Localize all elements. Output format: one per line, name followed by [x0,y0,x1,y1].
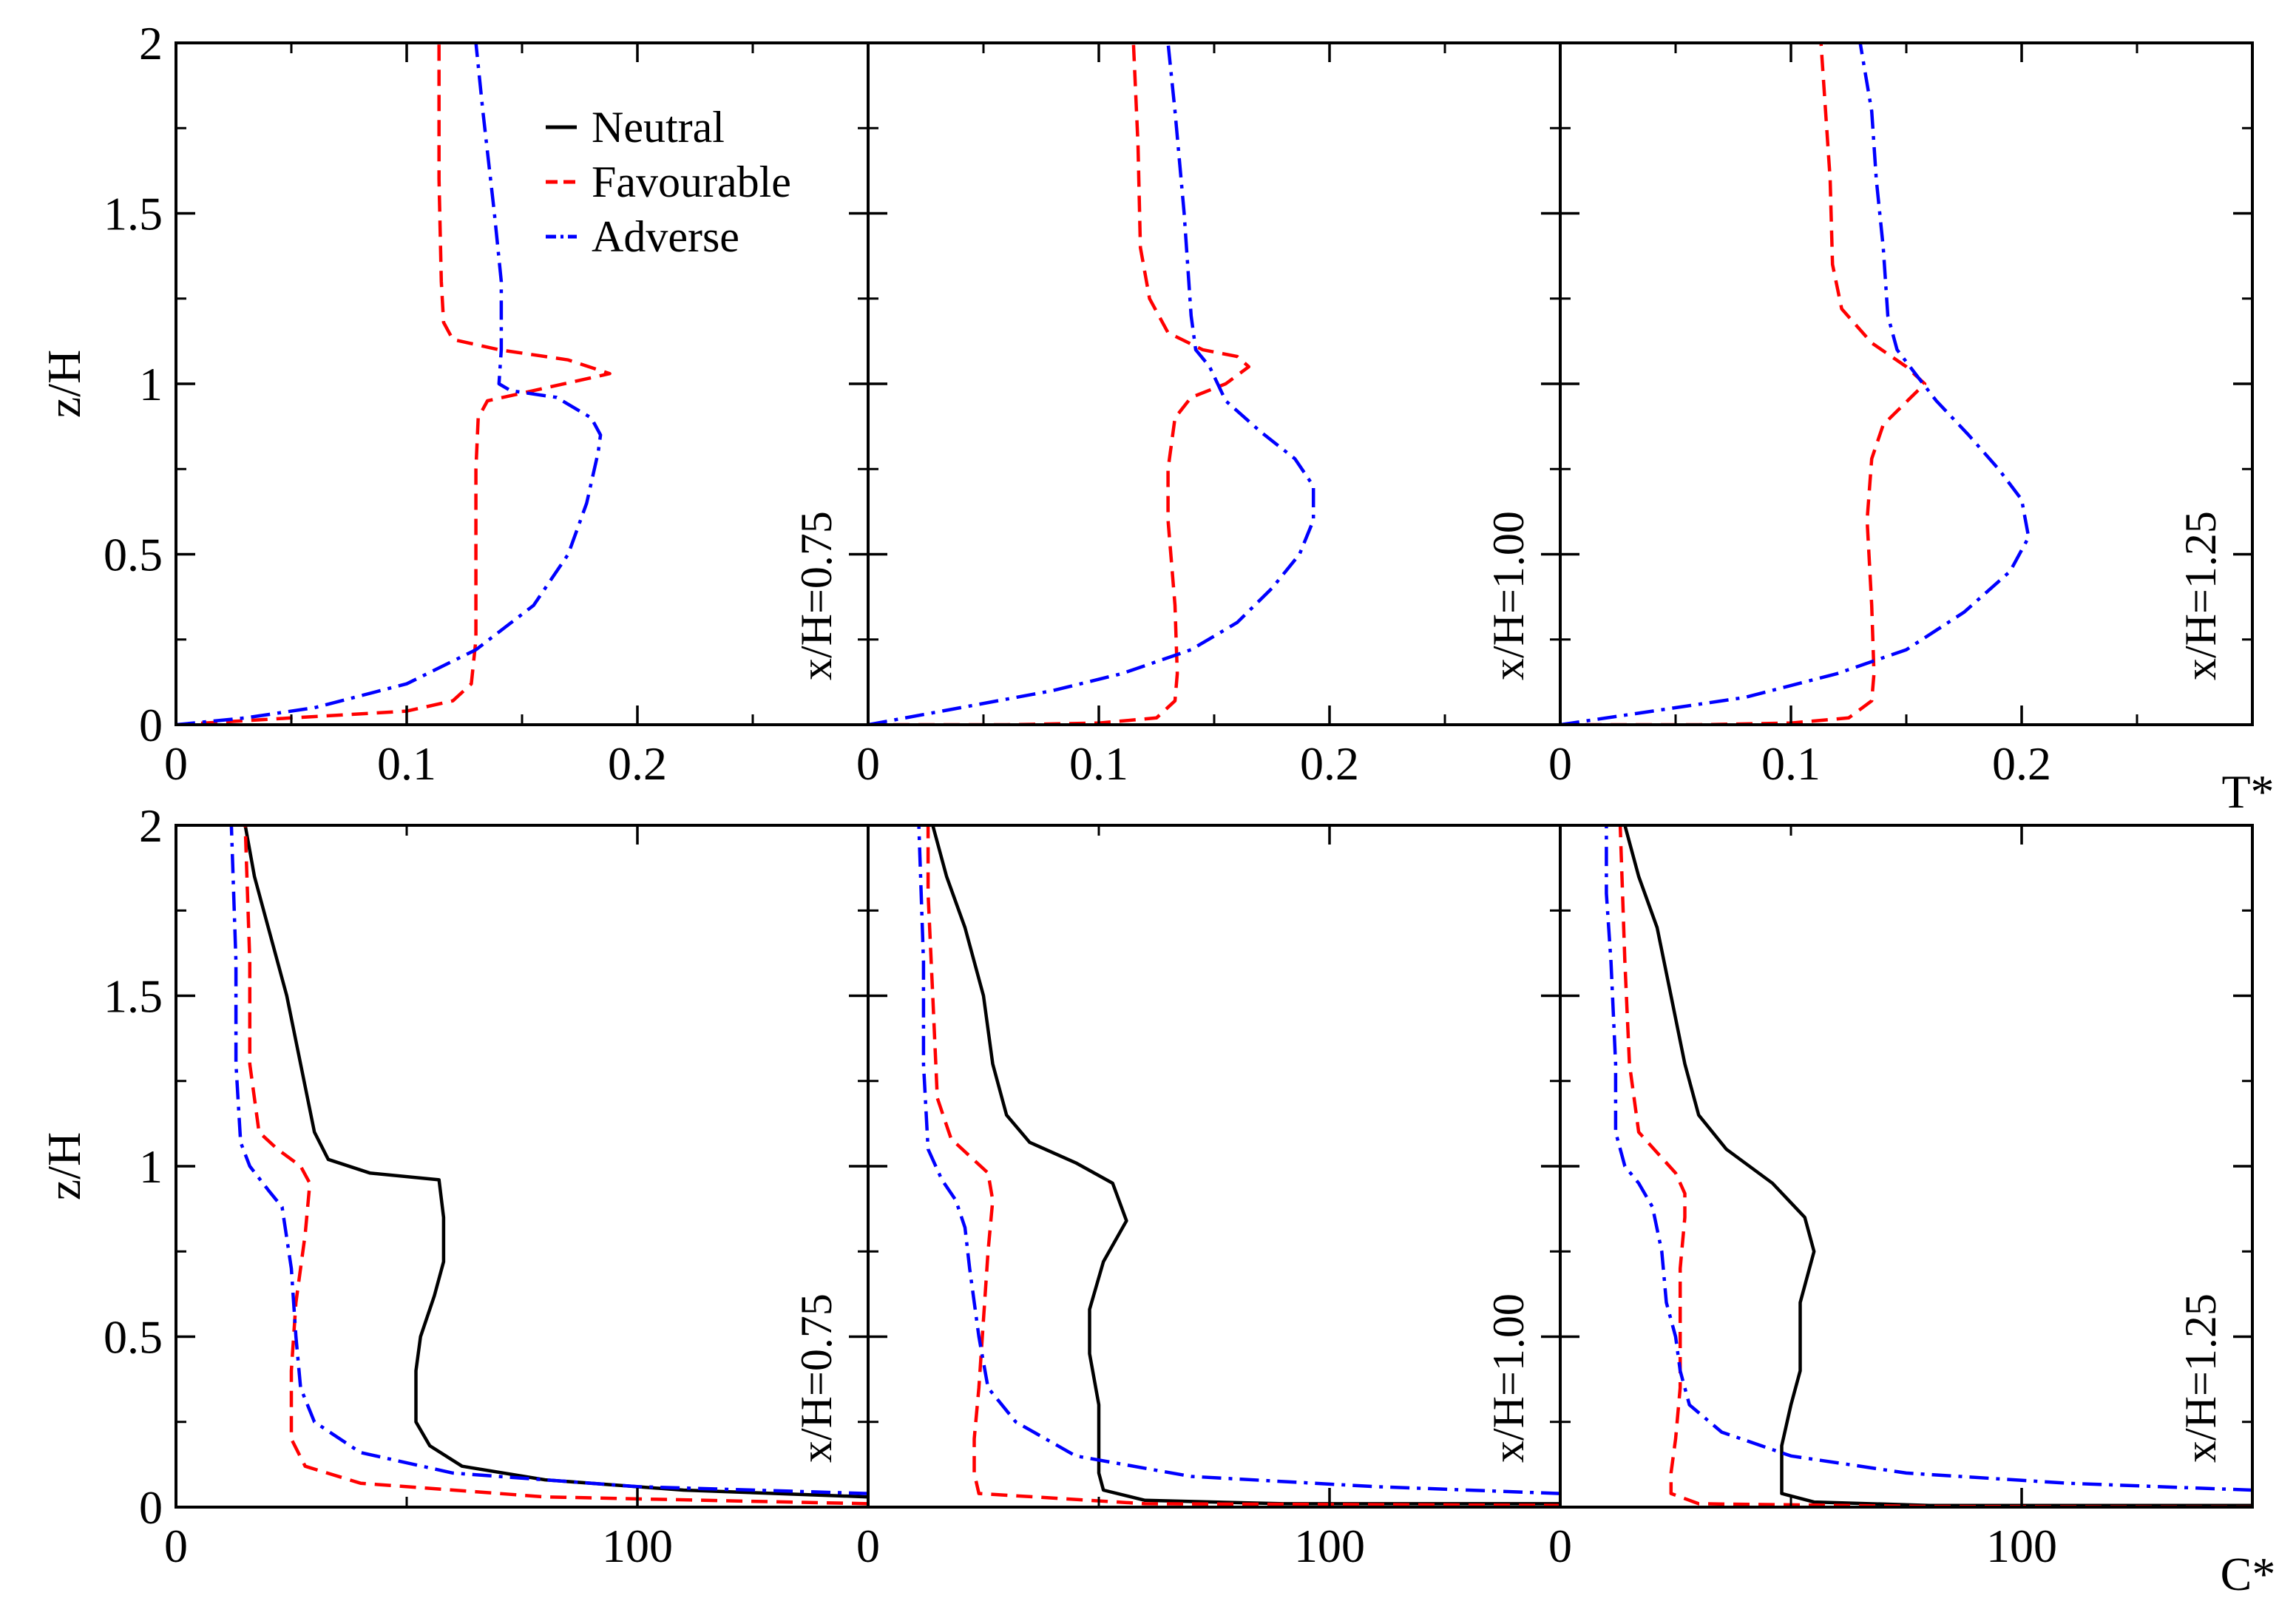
panel-position-label: x/H=1.00 [1484,511,1533,680]
legend-label-neutral: Neutral [592,103,725,152]
panel-position-label: x/H=0.75 [792,1293,841,1463]
y-tick-label: 0 [139,1481,163,1534]
y-tick-label: 2 [139,799,163,852]
y-tick-label: 1.5 [104,188,163,240]
panel-frame [867,824,1562,1509]
series-line-adverse [176,43,603,725]
y-tick-label: 2 [139,17,163,70]
panel-frame [175,824,870,1509]
x-tick-label: 100 [602,1520,673,1572]
series-line-neutral [931,825,1560,1506]
y-tick-label: 0.5 [104,1311,163,1364]
series-line-favourable [176,43,612,725]
x-tick-label: 0 [1548,737,1572,790]
series-line-favourable [1560,43,1927,725]
plots-layer: 0 0.1 0.2 0 0.5 1 1.5 2 z/H x/H=0.75 0 0.1 0.2 x/H=1.… [38,17,2275,1600]
panel-r1-c1: 0 100 x/H=1.00 [856,824,1562,1572]
series-line-adverse [917,825,1560,1495]
x-axis-title: T* [2221,765,2274,818]
series-line-adverse [1560,43,2031,725]
x-tick-label: 100 [1986,1520,2057,1572]
panel-frame [1559,824,2254,1509]
legend-label-favourable: Favourable [592,158,791,206]
x-tick-label: 0.1 [377,737,436,790]
panel-frame [867,41,1562,726]
panel-position-label: x/H=1.25 [2176,1293,2225,1463]
series-line-favourable [1618,825,2252,1507]
x-tick-label: 0 [164,737,188,790]
x-tick-label: 0 [164,1520,188,1572]
legend-label-adverse: Adverse [592,212,739,261]
panel-r1-c0: 0 100 0 0.5 1 1.5 2 z/H x/H=0.75 [38,799,870,1572]
x-tick-label: 0.1 [1069,737,1128,790]
series-line-adverse [868,43,1315,725]
series-line-favourable [926,825,1560,1507]
series-line-adverse [1605,825,2252,1492]
series-line-adverse [229,825,868,1495]
series-line-neutral [243,825,868,1499]
panel-r0-c2: 0 0.1 0.2 x/H=1.25 [1548,41,2254,790]
y-axis-title: z/H [38,350,90,418]
x-tick-label: 0 [856,1520,880,1572]
x-tick-label: 0 [1548,1520,1572,1572]
y-tick-label: 1 [139,1140,163,1193]
series-line-favourable [868,43,1251,725]
x-tick-label: 0.1 [1761,737,1821,790]
panel-r1-c2: 0 100 x/H=1.25 [1548,824,2254,1572]
y-tick-label: 1 [139,358,163,410]
x-tick-label: 0.2 [1992,737,2051,790]
x-tick-label: 0.2 [1300,737,1359,790]
y-tick-label: 0.5 [104,529,163,581]
x-axis-title: C* [2221,1548,2276,1600]
panel-frame [175,41,870,726]
panel-position-label: x/H=1.25 [2176,511,2225,680]
panel-r0-c1: 0 0.1 0.2 x/H=1.00 [856,41,1562,790]
y-axis-title: z/H [38,1132,90,1200]
panel-position-label: x/H=1.00 [1484,1293,1533,1463]
legend: Neutral Favourable Adverse [546,103,791,261]
panel-position-label: x/H=0.75 [792,511,841,680]
x-tick-label: 0 [856,737,880,790]
panel-frame [1559,41,2254,726]
y-tick-label: 0 [139,699,163,751]
series-line-neutral [1623,825,2252,1507]
x-tick-label: 0.2 [608,737,667,790]
x-tick-label: 100 [1294,1520,1365,1572]
y-tick-label: 1.5 [104,970,163,1023]
panel-r0-c0: 0 0.1 0.2 0 0.5 1 1.5 2 z/H x/H=0.75 [38,17,870,790]
